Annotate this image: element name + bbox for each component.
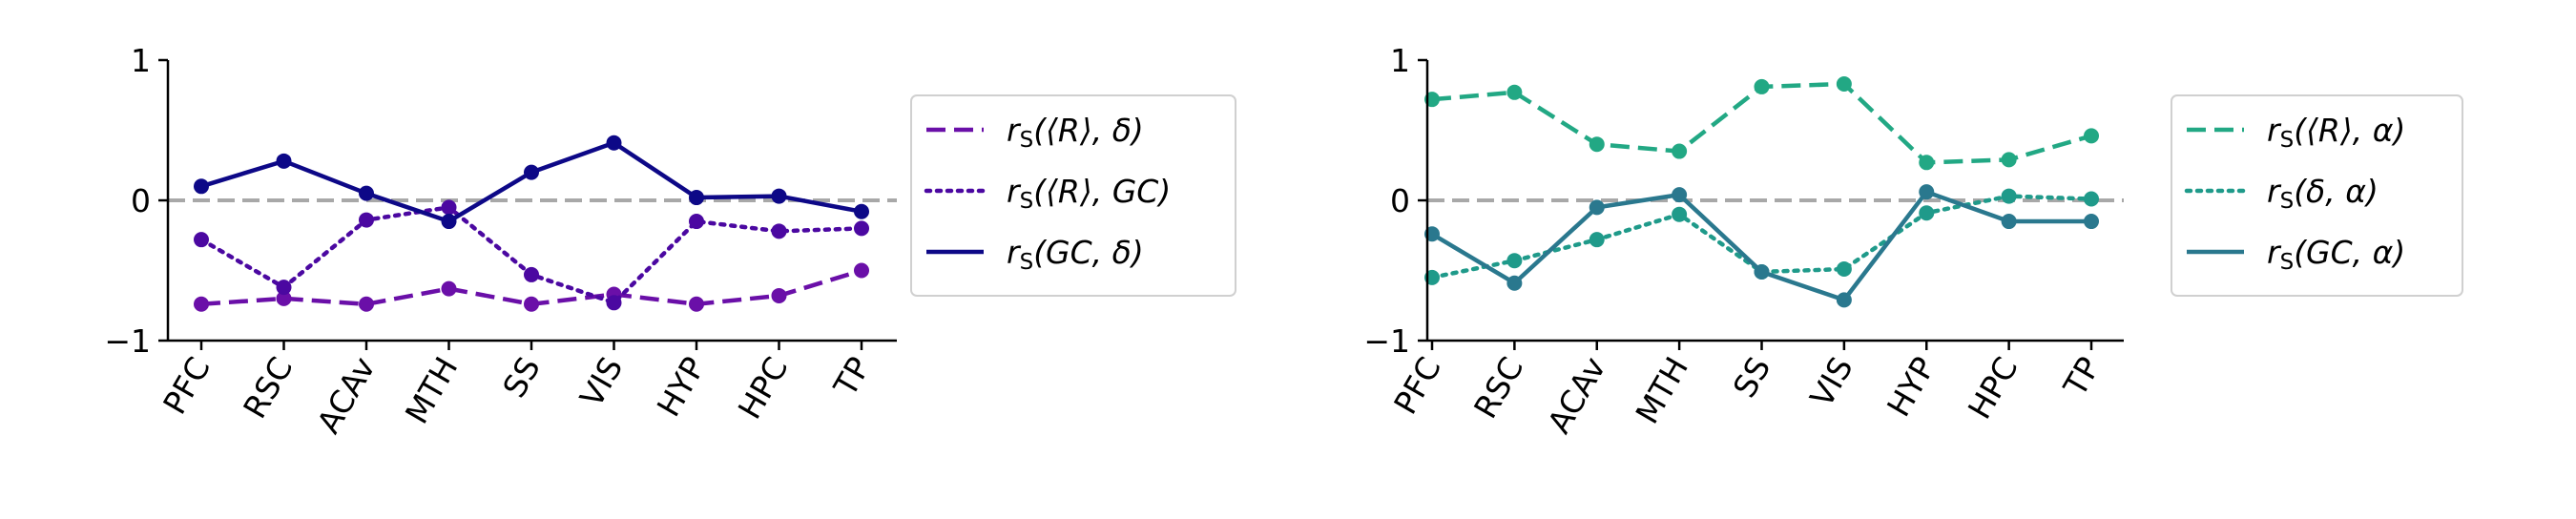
x-tick-label-hyp: HYP [1880, 351, 1942, 424]
data-point-s3-hyp [689, 190, 704, 206]
x-tick-label-ss: SS [495, 351, 548, 405]
data-point-s1-hpc [771, 287, 787, 303]
data-point-s2-vis [1836, 261, 1852, 278]
y-tick-label: −1 [104, 322, 151, 360]
data-point-s1-mth [441, 280, 457, 297]
series-line-3 [1430, 189, 2091, 302]
x-tick-label-rsc: RSC [1466, 351, 1530, 425]
x-tick-label-vis: VIS [572, 351, 630, 414]
data-point-s1-rsc [276, 290, 292, 306]
data-point-s1-ss [524, 296, 539, 312]
data-point-s2-mth [441, 199, 457, 216]
data-point-s3-ss [524, 164, 539, 180]
x-tick-label-acav: ACAv [1540, 351, 1612, 440]
data-point-s1-hyp [689, 296, 704, 312]
data-point-s3-mth [441, 214, 457, 230]
data-point-s3-hpc [771, 188, 787, 204]
data-point-s3-vis [1836, 292, 1852, 308]
data-point-s1-rsc [1506, 84, 1523, 100]
x-tick-label-acav: ACAv [310, 351, 383, 440]
y-tick-label: 1 [1390, 42, 1410, 79]
legend-box [910, 94, 1236, 297]
legend-label-1: rS(⟨R⟩, δ) [1007, 112, 1144, 153]
data-point-s3-pfc [194, 178, 209, 195]
data-point-s3-ss [1754, 263, 1770, 280]
data-point-s2-vis [606, 295, 622, 311]
data-point-s2-hyp [689, 214, 704, 230]
data-point-s1-ss [1754, 78, 1770, 94]
data-point-s3-rsc [276, 153, 292, 169]
series-line-3 [200, 140, 862, 224]
legend-label-1: rS(⟨R⟩, α) [2267, 112, 2405, 153]
data-point-s2-hyp [1919, 205, 1935, 221]
data-point-s2-acav [1589, 232, 1605, 248]
data-point-s3-tp [854, 203, 869, 219]
legend: rS(⟨R⟩, α) rS(δ, α) rS(GC, α) [2171, 94, 2463, 297]
y-tick-label: 0 [131, 182, 151, 219]
data-point-s3-acav [359, 185, 374, 201]
x-tick-label-pfc: PFC [156, 351, 218, 421]
data-point-s3-vis [606, 135, 622, 151]
data-point-s3-rsc [1506, 275, 1523, 291]
data-point-s1-tp [2084, 128, 2099, 144]
x-tick-label-vis: VIS [1802, 351, 1859, 414]
data-point-s1-vis [1836, 75, 1852, 92]
data-point-s2-tp [854, 220, 869, 237]
data-point-s2-pfc [194, 232, 209, 248]
x-tick-label-mth: MTH [398, 351, 466, 430]
data-point-s2-rsc [276, 280, 292, 296]
x-tick-label-hpc: HPC [731, 351, 796, 426]
data-point-s1-hyp [1919, 155, 1935, 171]
x-tick-label-ss: SS [1726, 351, 1778, 405]
data-point-s2-tp [2084, 191, 2099, 207]
legend-label-2: rS(δ, α) [2267, 173, 2379, 214]
chart-panel-right: −1 0 1 PFC RSC ACAv MTH SS VIS HYP HPC TP rS(⟨R⟩, α)… [1363, 42, 2463, 440]
data-point-s2-hpc [771, 223, 787, 239]
data-point-s3-acav [1589, 199, 1605, 216]
legend-box [2171, 94, 2463, 297]
data-point-s1-acav [1589, 136, 1605, 153]
legend: rS(⟨R⟩, δ) rS(⟨R⟩, GC) rS(GC, δ) [910, 94, 1236, 297]
data-point-s1-hpc [2001, 152, 2017, 168]
x-tick-label-hpc: HPC [1961, 351, 2025, 426]
x-tick-label-mth: MTH [1629, 351, 1696, 430]
x-tick-label-hyp: HYP [650, 351, 713, 424]
data-point-s1-tp [854, 262, 869, 279]
data-point-s3-tp [2084, 214, 2099, 230]
data-point-s2-mth [1672, 206, 1688, 222]
legend-label-3: rS(GC, α) [2267, 234, 2405, 275]
x-tick-label-pfc: PFC [1386, 351, 1448, 421]
legend-label-2: rS(⟨R⟩, GC) [1007, 173, 1171, 214]
chart-panel-left: −1 0 1 PFC RSC ACAv MTH SS VIS HYP HPC TP rS(⟨R⟩, δ)… [104, 42, 1236, 440]
y-tick-label: 0 [1390, 182, 1410, 219]
data-point-s1-acav [359, 296, 374, 312]
x-tick-label-tp: TP [826, 351, 878, 404]
data-point-s1-mth [1672, 143, 1688, 159]
x-tick-label-rsc: RSC [236, 351, 300, 425]
y-tick-label: −1 [1363, 322, 1410, 360]
data-point-s3-hpc [2001, 214, 2017, 230]
data-point-s1-pfc [194, 296, 209, 312]
data-point-s2-hpc [2001, 188, 2017, 204]
data-point-s2-acav [359, 212, 374, 228]
data-point-s3-hyp [1919, 184, 1935, 200]
data-point-s2-ss [524, 266, 539, 282]
data-point-s3-mth [1672, 187, 1688, 203]
series-line-2 [198, 205, 864, 305]
series-line-1 [1431, 81, 2092, 165]
x-tick-label-tp: TP [2056, 351, 2108, 404]
y-tick-label: 1 [131, 42, 151, 79]
data-point-s2-rsc [1506, 253, 1523, 269]
legend-label-3: rS(GC, δ) [1007, 234, 1144, 275]
